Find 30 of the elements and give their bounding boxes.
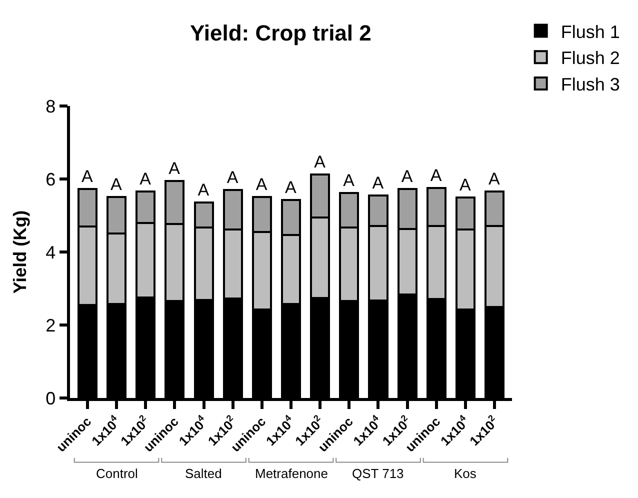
y-tick-label: 8 — [46, 96, 56, 116]
data-label: A — [430, 166, 442, 185]
data-label: A — [198, 180, 210, 200]
data-label: A — [314, 152, 326, 172]
legend-label: Flush 3 — [560, 74, 620, 95]
text: QST 713 — [352, 466, 404, 481]
data-label: A — [168, 159, 181, 178]
text: Salted — [185, 466, 222, 481]
y-tick-label: 2 — [46, 315, 56, 336]
text: Metrafenone — [255, 466, 328, 481]
data-label: A — [285, 178, 297, 198]
legend-label: Flush 1 — [560, 22, 620, 42]
data-label: A — [343, 170, 356, 190]
data-label: A — [372, 173, 384, 192]
legend-label: Flush 2 — [560, 48, 620, 68]
data-label: A — [81, 166, 94, 186]
text: Kos — [454, 466, 477, 481]
data-label: A — [256, 174, 268, 194]
chart-title: Yield: Crop trial 2 — [190, 20, 372, 46]
data-label: A — [488, 169, 501, 188]
data-label: A — [140, 169, 152, 188]
y-tick-label: 6 — [46, 169, 56, 190]
data-label: A — [110, 174, 123, 194]
data-label: A — [401, 167, 414, 186]
data-label: A — [459, 176, 472, 195]
text: Control — [96, 466, 138, 481]
data-label: A — [226, 168, 239, 187]
y-tick-label: 4 — [46, 242, 56, 262]
y-tick-label: 0 — [46, 388, 56, 408]
y-axis-title: Yield (Kg) — [10, 210, 30, 294]
